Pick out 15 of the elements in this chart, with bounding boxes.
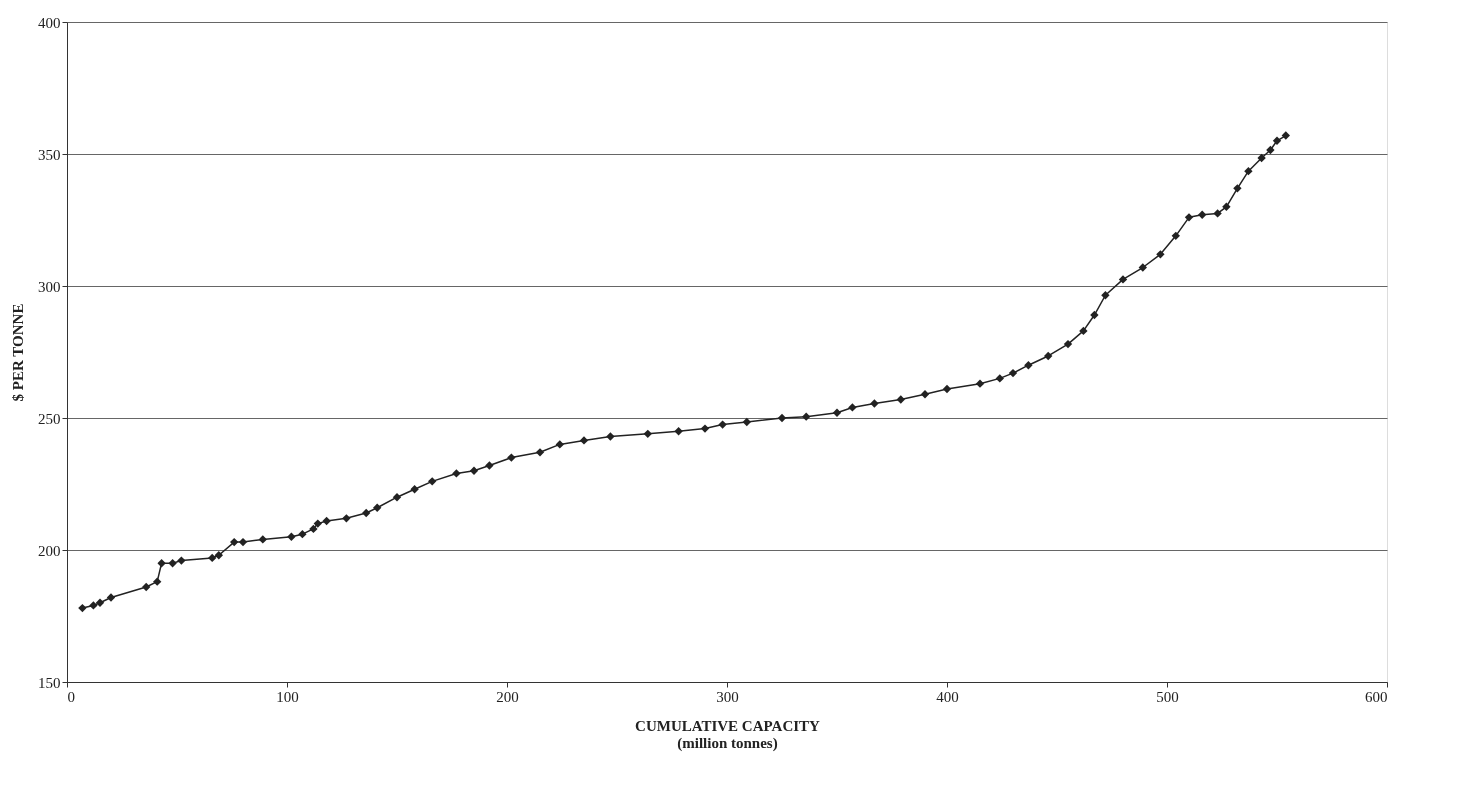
x-tick-label: 0 bbox=[67, 688, 75, 705]
x-tick-label: 300 bbox=[716, 688, 739, 705]
y-tick-label: 200 bbox=[38, 542, 61, 559]
x-axis-title: CUMULATIVE CAPACITY (million tonnes) bbox=[635, 717, 821, 752]
x-tick-label: 600 bbox=[1365, 688, 1388, 705]
y-tick-label: 150 bbox=[38, 674, 61, 691]
y-tick-label: 300 bbox=[38, 278, 61, 295]
x-tick-label: 500 bbox=[1156, 688, 1179, 705]
y-tick-label: 350 bbox=[38, 146, 61, 163]
y-axis-title: $ PER TONNE bbox=[10, 303, 26, 402]
x-tick-label: 400 bbox=[936, 688, 959, 705]
x-tick-label: 100 bbox=[276, 688, 299, 705]
y-tick-label: 250 bbox=[38, 410, 61, 427]
y-tick-label: 400 bbox=[38, 14, 61, 31]
x-tick-label: 200 bbox=[496, 688, 519, 705]
